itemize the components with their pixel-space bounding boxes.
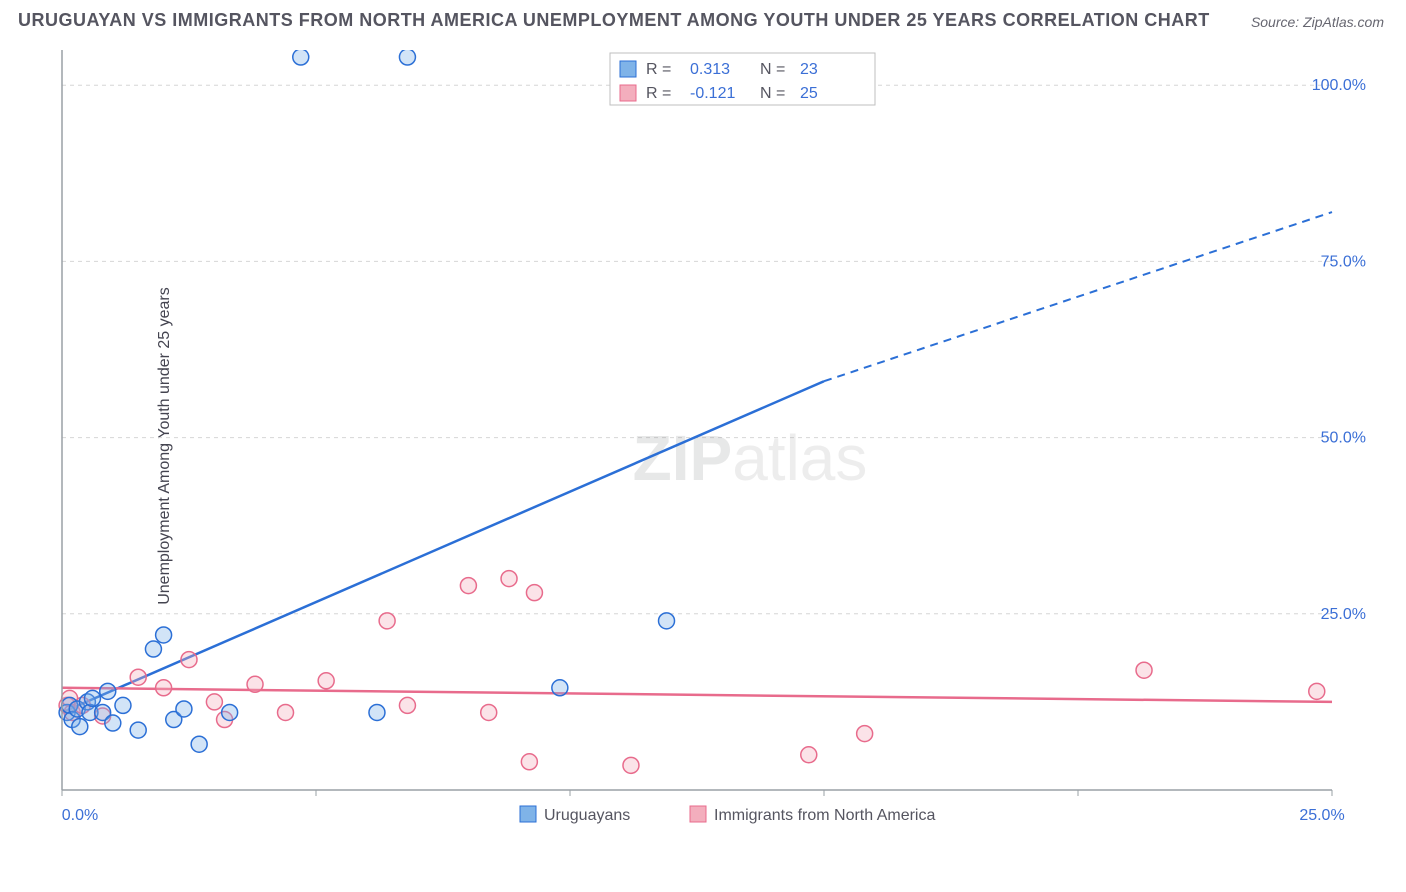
scatter-point	[1309, 683, 1325, 699]
scatter-point	[801, 747, 817, 763]
scatter-point	[1136, 662, 1152, 678]
scatter-point	[222, 704, 238, 720]
scatter-point	[399, 50, 415, 65]
scatter-point	[857, 726, 873, 742]
scatter-point	[369, 704, 385, 720]
trend-line	[62, 381, 824, 712]
scatter-point	[156, 627, 172, 643]
scatter-point	[145, 641, 161, 657]
scatter-point	[156, 680, 172, 696]
x-tick-label: 25.0%	[1299, 807, 1344, 824]
scatter-point	[379, 613, 395, 629]
source-value: ZipAtlas.com	[1303, 14, 1384, 30]
watermark: ZIPatlas	[633, 422, 868, 494]
scatter-point	[552, 680, 568, 696]
y-tick-label: 100.0%	[1312, 77, 1366, 94]
legend-r-label: R =	[646, 61, 671, 78]
y-tick-label: 25.0%	[1321, 606, 1366, 623]
source-attribution: Source: ZipAtlas.com	[1251, 14, 1384, 30]
legend-n-value: 25	[800, 85, 818, 102]
x-tick-label: 0.0%	[62, 807, 98, 824]
legend-swatch	[690, 806, 706, 822]
scatter-point	[399, 697, 415, 713]
plot-svg: 25.0% 50.0% 75.0% 100.0% 0.0% 25.0% ZIPatlas R …	[50, 50, 1370, 830]
legend-r-label: R =	[646, 85, 671, 102]
legend-n-label: N =	[760, 85, 785, 102]
scatter-point	[176, 701, 192, 717]
scatter-point	[481, 704, 497, 720]
scatter-point	[84, 690, 100, 706]
scatter-point	[72, 719, 88, 735]
scatter-point	[130, 722, 146, 738]
legend-swatch	[620, 85, 636, 101]
scatter-point	[318, 673, 334, 689]
scatter-point	[206, 694, 222, 710]
y-tick-label: 50.0%	[1321, 430, 1366, 447]
y-tick-label: 75.0%	[1321, 253, 1366, 270]
scatter-point	[501, 571, 517, 587]
scatter-point	[130, 669, 146, 685]
legend-r-value: 0.313	[690, 61, 730, 78]
scatter-point	[293, 50, 309, 65]
scatter-point	[191, 736, 207, 752]
legend-series-label: Uruguayans	[544, 807, 630, 824]
scatter-point	[115, 697, 131, 713]
legend-n-value: 23	[800, 61, 818, 78]
legend-swatch	[620, 61, 636, 77]
legend-r-value: -0.121	[690, 85, 735, 102]
trend-line-extrapolated	[824, 212, 1332, 381]
scatter-point	[623, 757, 639, 773]
legend-swatch	[520, 806, 536, 822]
scatter-point	[526, 585, 542, 601]
source-label: Source:	[1251, 14, 1303, 30]
scatter-point	[100, 683, 116, 699]
chart-title: URUGUAYAN VS IMMIGRANTS FROM NORTH AMERI…	[18, 10, 1210, 31]
scatter-point	[105, 715, 121, 731]
scatter-point	[460, 578, 476, 594]
scatter-point	[659, 613, 675, 629]
scatter-point	[521, 754, 537, 770]
legend-n-label: N =	[760, 61, 785, 78]
scatter-plot: 25.0% 50.0% 75.0% 100.0% 0.0% 25.0% ZIPatlas R …	[50, 50, 1370, 830]
scatter-point	[278, 704, 294, 720]
scatter-point	[247, 676, 263, 692]
legend-series-label: Immigrants from North America	[714, 807, 935, 824]
scatter-point	[181, 652, 197, 668]
